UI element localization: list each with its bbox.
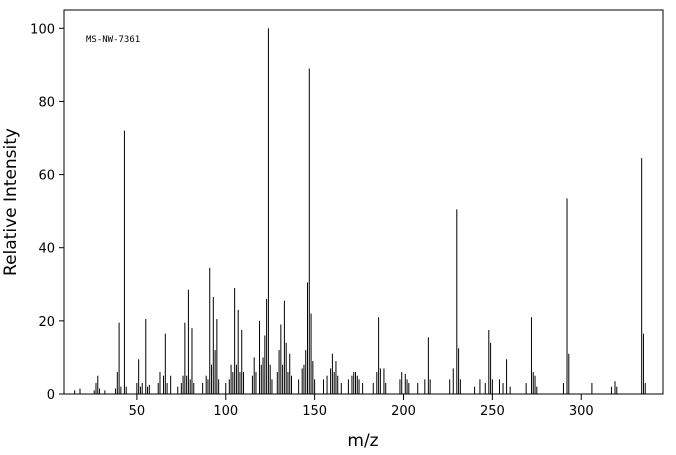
x-tick-label: 200 [391,404,416,419]
x-tick-label: 50 [129,404,146,419]
y-tick-label: 20 [38,315,55,330]
y-axis-title: Relative Intensity [1,128,21,276]
y-tick-label: 80 [38,95,55,110]
x-tick-label: 150 [302,404,327,419]
plot-frame [63,9,664,395]
x-axis-title: m/z [347,431,378,451]
annotation: MS-NW-7361 [86,35,140,45]
x-tick-label: 300 [569,404,594,419]
y-tick-label: 0 [47,388,55,403]
x-tick-label: 100 [213,404,238,419]
y-tick-label: 60 [38,169,55,184]
x-tick-label: 250 [480,404,505,419]
y-tick-label: 40 [38,242,55,257]
y-tick-label: 100 [30,22,55,37]
